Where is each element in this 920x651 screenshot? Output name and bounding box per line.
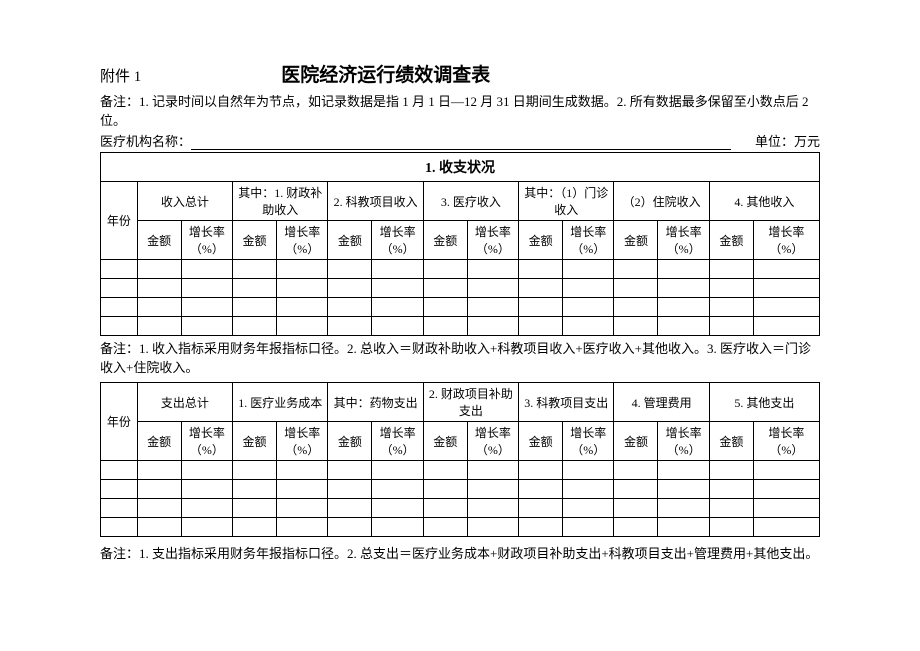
sub-amount: 金额 <box>137 422 181 461</box>
sub-amount: 金额 <box>614 422 658 461</box>
sub-growth: 增长率（%） <box>372 221 423 260</box>
sub-amount: 金额 <box>423 422 467 461</box>
col-research-expense: 3. 科教项目支出 <box>519 383 614 422</box>
table-row <box>101 298 820 317</box>
col-income-total: 收入总计 <box>137 182 232 221</box>
sub-amount: 金额 <box>709 221 753 260</box>
sub-amount: 金额 <box>423 221 467 260</box>
sub-growth: 增长率（%） <box>467 221 518 260</box>
col-admin-expense: 4. 管理费用 <box>614 383 709 422</box>
table-row <box>101 480 820 499</box>
col-outpatient-income: 其中：（1）门诊收入 <box>519 182 614 221</box>
unit-label: 单位：万元 <box>755 131 820 150</box>
sub-amount: 金额 <box>519 221 563 260</box>
col-fiscal-project-subsidy: 2. 财政项目补助支出 <box>423 383 518 422</box>
sub-growth: 增长率（%） <box>753 221 819 260</box>
sub-amount: 金额 <box>233 221 277 260</box>
sub-growth: 增长率（%） <box>658 221 709 260</box>
table-row <box>101 279 820 298</box>
section-1-title: 1. 收支状况 <box>101 153 820 182</box>
col-fiscal-subsidy: 其中：1. 财政补助收入 <box>233 182 328 221</box>
sub-growth: 增长率（%） <box>658 422 709 461</box>
note-1: 备注：1. 记录时间以自然年为节点，如记录数据是指 1 月 1 日—12 月 3… <box>100 91 820 129</box>
sub-growth: 增长率（%） <box>277 422 328 461</box>
col-other-income: 4. 其他收入 <box>709 182 819 221</box>
expense-table: 年份 支出总计 1. 医疗业务成本 其中：药物支出 2. 财政项目补助支出 3.… <box>100 382 820 537</box>
sub-growth: 增长率（%） <box>277 221 328 260</box>
table-row <box>101 461 820 480</box>
sub-growth: 增长率（%） <box>181 422 232 461</box>
col-drug-expense: 其中：药物支出 <box>328 383 423 422</box>
income-table: 1. 收支状况 年份 收入总计 其中：1. 财政补助收入 2. 科教项目收入 3… <box>100 152 820 336</box>
col-inpatient-income: （2）住院收入 <box>614 182 709 221</box>
sub-amount: 金额 <box>233 422 277 461</box>
sub-amount: 金额 <box>137 221 181 260</box>
sub-growth: 增长率（%） <box>563 422 614 461</box>
appendix-label: 附件 1 <box>100 65 141 86</box>
sub-amount: 金额 <box>328 422 372 461</box>
sub-amount: 金额 <box>614 221 658 260</box>
col-expense-total: 支出总计 <box>137 383 232 422</box>
table-row <box>101 260 820 279</box>
org-name-field <box>191 135 731 150</box>
sub-growth: 增长率（%） <box>181 221 232 260</box>
sub-amount: 金额 <box>519 422 563 461</box>
sub-growth: 增长率（%） <box>372 422 423 461</box>
col-research-income: 2. 科教项目收入 <box>328 182 423 221</box>
sub-growth: 增长率（%） <box>467 422 518 461</box>
col-medical-income: 3. 医疗收入 <box>423 182 518 221</box>
page-title: 医院经济运行绩效调查表 <box>281 60 490 87</box>
note-3: 备注：1. 支出指标采用财务年报指标口径。2. 总支出＝医疗业务成本+财政项目补… <box>100 543 820 562</box>
sub-growth: 增长率（%） <box>753 422 819 461</box>
col-other-expense: 5. 其他支出 <box>709 383 819 422</box>
col-year: 年份 <box>101 182 138 260</box>
col-medical-cost: 1. 医疗业务成本 <box>233 383 328 422</box>
org-label: 医疗机构名称： <box>100 131 731 150</box>
note-2: 备注：1. 收入指标采用财务年报指标口径。2. 总收入＝财政补助收入+科教项目收… <box>100 338 820 376</box>
table-row <box>101 499 820 518</box>
col-year: 年份 <box>101 383 138 461</box>
sub-amount: 金额 <box>328 221 372 260</box>
table-row <box>101 518 820 537</box>
table-row <box>101 317 820 336</box>
sub-amount: 金额 <box>709 422 753 461</box>
sub-growth: 增长率（%） <box>563 221 614 260</box>
